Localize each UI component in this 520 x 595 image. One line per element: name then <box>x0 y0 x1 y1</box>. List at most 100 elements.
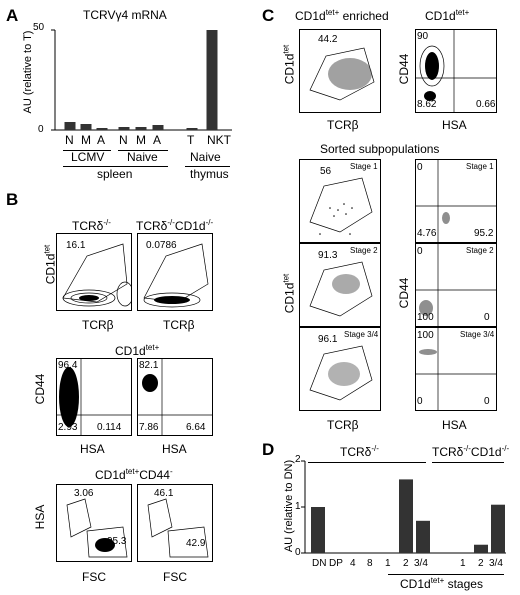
panel-a-bar <box>152 125 164 130</box>
panel-b-value-95-3: 95.3 <box>107 536 127 547</box>
panel-a-ylabel: AU (relative to T) <box>22 30 34 114</box>
panel-c-right-ylabel: CD44 <box>397 277 411 309</box>
panel-c-sorted-right-stage1 <box>415 159 497 243</box>
panel-b-plot-1 <box>56 233 132 311</box>
panel-b-value-46-1: 46.1 <box>154 488 174 499</box>
panel-d-bar <box>491 504 505 553</box>
panel-d-group2: TCRδ-/-CD1d-/- <box>432 444 510 459</box>
panel-d-bar-label: 8 <box>367 558 373 569</box>
panel-a-ytick-50: 50 <box>33 22 45 33</box>
panel-a-bar-label: A <box>97 133 106 147</box>
panel-a-label: A <box>6 6 19 25</box>
panel-c-right-xlabel: HSA <box>442 418 467 432</box>
panel-a-line-thymus <box>185 166 230 167</box>
panel-c-label: C <box>262 6 275 25</box>
panel-d-bar-label: 4 <box>350 558 356 569</box>
panel-d-bar-label: 3/4 <box>414 558 428 569</box>
panel-c-right-s2-tl: 0 <box>417 246 423 257</box>
panel-a-tissue-thymus: thymus <box>190 167 229 181</box>
panel-b-row2-ylabel: CD44 <box>33 373 47 405</box>
panel-a-line-lcmv <box>63 150 111 151</box>
panel-b-row3-title: CD1dtet+CD44- <box>95 467 173 482</box>
panel-a-ytick-0: 0 <box>38 124 44 135</box>
panel-b-row1-title-left: TCRδ-/- <box>72 218 111 233</box>
panel-b-value-2-93: 2.93 <box>58 422 78 433</box>
panel-c-stage34-label-left: Stage 3/4 <box>344 330 379 339</box>
panel-b-value-82-1: 82.1 <box>139 360 159 371</box>
panel-c-stage34-label-right: Stage 3/4 <box>460 330 495 339</box>
panel-b-row3-xlabel-right: FSC <box>163 570 187 584</box>
panel-d-label: D <box>262 440 275 459</box>
panel-d-line-stages <box>388 574 504 575</box>
panel-b-plot-5 <box>56 484 132 562</box>
panel-a-tissue-spleen: spleen <box>97 167 133 181</box>
panel-a-bar <box>64 122 76 130</box>
panel-c-right-s1-tl: 0 <box>417 162 423 173</box>
panel-b-row1-xlabel-left: TCRβ <box>82 318 114 332</box>
panel-b-value-6-64: 6.64 <box>186 422 206 433</box>
panel-c-stage2-label-right: Stage 2 <box>466 246 494 255</box>
panel-d-ytick-2: 2 <box>295 454 301 465</box>
panel-c-top-left-ylabel: CD1dtet <box>281 44 297 85</box>
panel-c-title-right: CD1dtet+ <box>425 8 470 23</box>
panel-a-bar-label: M <box>81 133 91 147</box>
panel-a-bar-label: M <box>136 133 146 147</box>
panel-d-xlabel: CD1dtet+ stages <box>400 576 483 591</box>
panel-c-stage1-label-right: Stage 1 <box>466 162 494 171</box>
panel-c-stage1-value: 56 <box>320 166 332 177</box>
panel-d-bar <box>474 544 488 553</box>
panel-a-bar-label: A <box>153 133 162 147</box>
panel-c-sorted-left-stage1 <box>299 159 381 243</box>
panel-d-ytick-1: 1 <box>295 501 301 512</box>
panel-a-bar <box>118 127 130 130</box>
panel-b-value-0-114: 0.114 <box>97 422 122 433</box>
panel-b-value-0-0786: 0.0786 <box>146 240 177 251</box>
panel-a-line-naive <box>118 150 168 151</box>
panel-c-value-0-66: 0.66 <box>476 99 496 110</box>
panel-b-row2-xlabel-left: HSA <box>80 442 105 456</box>
panel-b-row3-ylabel: HSA <box>33 504 47 530</box>
panel-c-top-left-xlabel: TCRβ <box>327 118 359 132</box>
panel-c-left-xlabel: TCRβ <box>327 418 359 432</box>
panel-d-line-group2 <box>432 462 504 463</box>
panel-c-sorted-right-stage34 <box>415 327 497 411</box>
panel-a-group-naive2: Naive <box>190 150 221 164</box>
panel-d-ylabel: AU (relative to DN) <box>283 459 295 553</box>
panel-a-bar-label: N <box>119 133 128 147</box>
panel-d-ytick-0: 0 <box>295 547 301 558</box>
panel-d-bar-label: 2 <box>403 558 409 569</box>
panel-d-bar <box>311 507 325 553</box>
panel-b-plot-3 <box>56 358 132 436</box>
panel-a-bar-label: NKT <box>207 133 231 147</box>
panel-c-plot-top-right <box>415 29 497 113</box>
panel-d-bar-label: DN <box>312 558 327 569</box>
panel-c-sorted-left-stage34 <box>299 327 381 411</box>
panel-b-plot-2 <box>137 233 213 311</box>
panel-c-sorted-right-stage2 <box>415 243 497 327</box>
panel-b-value-3-06: 3.06 <box>74 488 94 499</box>
panel-b-plot-4 <box>137 358 213 436</box>
panel-c-right-s34-br: 0 <box>484 396 490 407</box>
panel-c-right-s2-br: 0 <box>484 312 490 323</box>
panel-b-value-16-1: 16.1 <box>66 240 86 251</box>
panel-c-top-right-xlabel: HSA <box>442 118 467 132</box>
panel-b-plot-6 <box>137 484 213 562</box>
panel-c-value-44-2: 44.2 <box>318 34 338 45</box>
panel-a-bar <box>206 30 218 130</box>
panel-c-right-s2-bl: 100 <box>417 312 434 323</box>
panel-b-value-7-86: 7.86 <box>139 422 159 433</box>
panel-c-stage1-label-left: Stage 1 <box>350 162 378 171</box>
panel-a-bar <box>135 127 147 130</box>
panel-c-title-left: CD1dtet+ enriched <box>295 8 389 23</box>
panel-b-row3-xlabel-left: FSC <box>82 570 106 584</box>
panel-a-title: TCRVγ4 mRNA <box>83 8 167 22</box>
panel-b-row2-xlabel-right: HSA <box>162 442 187 456</box>
panel-d-group1: TCRδ-/- <box>340 444 379 459</box>
panel-b-row1-xlabel-right: TCRβ <box>163 318 195 332</box>
panel-c-right-s34-bl: 0 <box>417 396 423 407</box>
panel-d-bar <box>399 479 413 553</box>
panel-d-bar <box>416 520 430 553</box>
panel-d-bar-label: 1 <box>460 558 466 569</box>
panel-a-group-lcmv: LCMV <box>71 150 105 164</box>
panel-b-label: B <box>6 190 19 209</box>
